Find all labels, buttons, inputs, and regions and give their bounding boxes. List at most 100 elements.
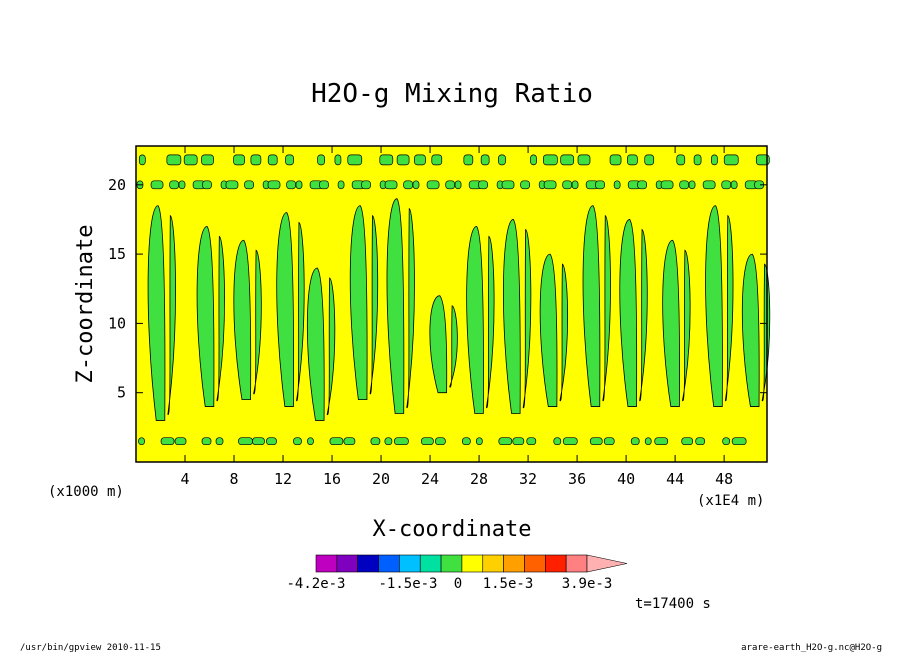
- band-cell: [414, 154, 426, 166]
- y-axis-label: Z-coordinate: [73, 225, 98, 384]
- x-tick-label: 28: [470, 470, 488, 488]
- band-cell: [319, 180, 329, 190]
- x-tick-label: 8: [230, 470, 239, 488]
- band-cell: [202, 180, 212, 190]
- band-cell: [562, 180, 573, 190]
- plume-branch-3: [296, 221, 305, 401]
- x-tick-label: 32: [519, 470, 537, 488]
- band-cell: [688, 180, 696, 190]
- band-cell: [334, 154, 342, 166]
- band-cell: [577, 154, 591, 166]
- band-cell: [512, 437, 525, 446]
- colorbar-swatch: [440, 554, 463, 573]
- x-tick-label: 24: [421, 470, 439, 488]
- plume-10: [539, 253, 558, 407]
- colorbar-label: 0: [454, 576, 462, 592]
- plume-12: [619, 219, 638, 407]
- plume-branch-10: [559, 263, 568, 401]
- colorbar-label: -1.5e-3: [378, 576, 437, 592]
- band-cell: [403, 180, 413, 190]
- band-cell: [421, 437, 434, 446]
- band-cell: [138, 437, 145, 446]
- footer-right: arare-earth_H2O-g.nc@H2O-g: [741, 643, 882, 653]
- band-cell: [543, 154, 558, 166]
- y-unit-label: (x1000 m): [48, 484, 124, 500]
- plume-branch-15: [761, 263, 771, 401]
- colorbar-swatch: [545, 554, 567, 573]
- band-cell: [723, 154, 739, 166]
- plume-branch-14: [724, 214, 734, 401]
- band-cell: [463, 154, 474, 166]
- colorbar-swatch: [565, 554, 588, 573]
- band-cell: [498, 154, 506, 166]
- band-cell: [266, 437, 277, 446]
- plume-branch-2: [253, 249, 262, 395]
- x-tick-label: 12: [274, 470, 292, 488]
- plot-frame: [135, 145, 768, 463]
- plume-8: [466, 225, 484, 414]
- band-cell: [595, 180, 605, 190]
- x-tick-label: 4: [180, 470, 189, 488]
- band-cell: [693, 154, 702, 166]
- colorbar-swatch: [482, 554, 504, 573]
- y-axis: 5 10 15 20: [108, 176, 767, 402]
- band-cell: [501, 180, 515, 190]
- band-cell: [250, 154, 262, 166]
- band-cell: [370, 437, 381, 446]
- plume-9: [502, 219, 521, 414]
- band-cell: [445, 180, 456, 190]
- band-cell: [379, 154, 394, 166]
- band-cell: [183, 154, 198, 166]
- y-tick-label: 10: [108, 314, 126, 332]
- plume-layer: [147, 198, 771, 421]
- colorbar-swatch: [399, 554, 421, 573]
- x-axis: 4 8 12 16 20 24 28 32 36 40 44 48: [180, 146, 733, 488]
- x-tick-label: 20: [372, 470, 390, 488]
- band-cell: [244, 180, 254, 190]
- band-cell: [384, 437, 393, 446]
- plume-4: [306, 267, 325, 421]
- plume-branch-7: [449, 305, 458, 388]
- plume-13: [662, 239, 680, 407]
- footer-left: /usr/bin/gpview 2010-11-15: [20, 643, 161, 653]
- x-unit-label: (x1E4 m): [697, 493, 764, 509]
- x-tick-label: 16: [323, 470, 341, 488]
- band-cell: [215, 437, 224, 446]
- plume-0: [147, 205, 166, 421]
- band-cell: [560, 154, 575, 166]
- plume-branch-5: [369, 214, 379, 395]
- band-cell: [178, 180, 186, 190]
- band-cell: [396, 154, 410, 166]
- plume-branch-12: [639, 228, 648, 401]
- colorbar-swatch: [357, 554, 379, 573]
- time-label: t=17400 s: [635, 596, 711, 612]
- band-cell: [461, 437, 471, 446]
- x-tick-label: 40: [617, 470, 635, 488]
- band-cell: [361, 180, 371, 190]
- band-cell: [394, 437, 409, 446]
- band-cell: [138, 154, 146, 166]
- band-cell: [412, 180, 420, 190]
- band-cell: [150, 180, 164, 190]
- band-cell: [238, 437, 253, 446]
- band-cell: [731, 437, 747, 446]
- band-cell: [589, 437, 603, 446]
- plume-branch-9: [522, 228, 532, 408]
- band-cell: [644, 437, 652, 446]
- band-cell: [307, 437, 314, 446]
- plume-branch-13: [682, 249, 691, 401]
- band-cell: [317, 154, 325, 166]
- band-cell: [169, 180, 179, 190]
- band-cell: [520, 180, 530, 190]
- plume-2: [233, 239, 252, 401]
- band-cell: [702, 180, 716, 190]
- plume-15: [741, 253, 760, 407]
- plume-branch-11: [602, 214, 611, 401]
- plume-7: [429, 295, 448, 394]
- plume-11: [582, 205, 601, 407]
- band-cell: [627, 154, 638, 166]
- band-cell: [329, 437, 344, 446]
- band-cell: [603, 437, 615, 446]
- band-cell: [571, 180, 579, 190]
